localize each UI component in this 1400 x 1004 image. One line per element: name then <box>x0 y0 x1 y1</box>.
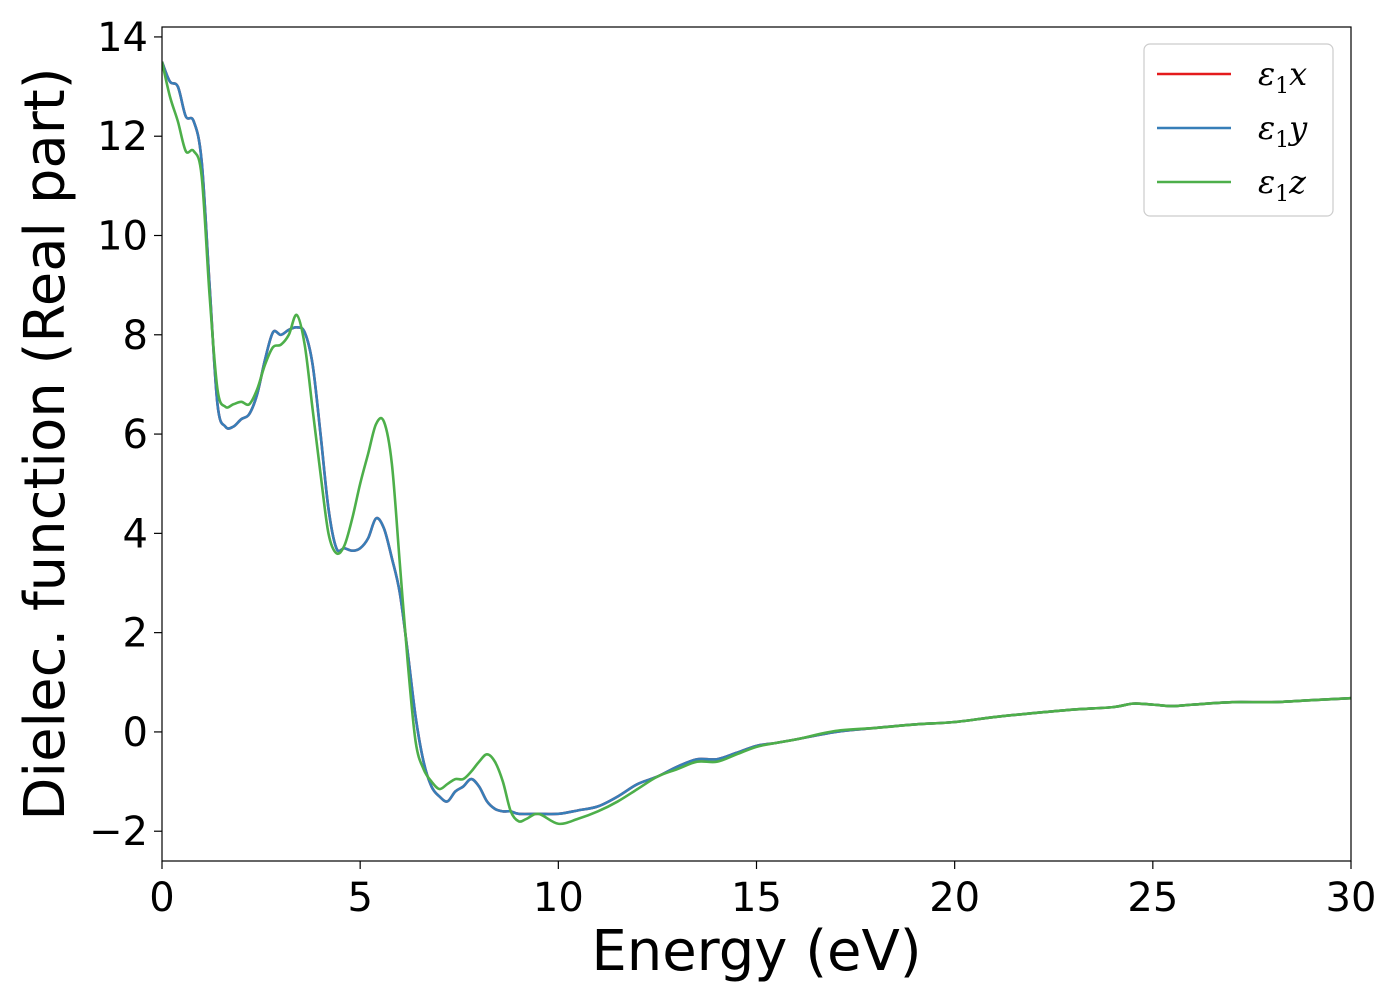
x-tick-label: 10 <box>533 875 584 921</box>
legend-frame <box>1143 43 1334 217</box>
x-axis-label: Energy (eV) <box>591 919 921 984</box>
y-tick-label: 8 <box>123 313 148 359</box>
y-tick-label: 14 <box>97 15 148 61</box>
y-tick-label: 12 <box>97 114 148 160</box>
legend-variable: z <box>1288 163 1307 201</box>
legend-epsilon: ε <box>1258 163 1275 201</box>
x-tick-label: 15 <box>731 875 782 921</box>
plot-lines <box>162 61 1351 826</box>
y-tick-label: −2 <box>89 809 148 855</box>
y-axis-label: Dielec. function (Real part) <box>13 67 78 820</box>
legend-label-z: ε1z <box>1258 163 1307 207</box>
x-axis: 0 5 10 15 20 25 30 <box>149 861 1376 921</box>
y-tick-label: 2 <box>123 611 148 657</box>
x-tick-label: 25 <box>1127 875 1178 921</box>
legend-label-y: ε1y <box>1258 109 1308 153</box>
series-line-z <box>162 61 1351 826</box>
legend-variable: x <box>1289 55 1307 93</box>
y-tick-label: 10 <box>97 214 148 260</box>
x-tick-label: 5 <box>347 875 372 921</box>
y-tick-label: 4 <box>123 511 148 557</box>
x-tick-label: 20 <box>929 875 980 921</box>
legend-subscript: 1 <box>1275 128 1289 153</box>
y-axis: −2 0 2 4 6 8 10 12 14 <box>89 15 162 855</box>
legend-variable: y <box>1287 109 1308 147</box>
legend-epsilon: ε <box>1258 109 1275 147</box>
legend-subscript: 1 <box>1275 182 1289 207</box>
x-tick-label: 30 <box>1326 875 1377 921</box>
y-tick-label: 0 <box>123 710 148 756</box>
legend-epsilon: ε <box>1258 55 1275 93</box>
legend-subscript: 1 <box>1275 74 1289 99</box>
y-tick-label: 6 <box>123 412 148 458</box>
legend-label-x: ε1x <box>1258 55 1307 99</box>
x-tick-label: 0 <box>149 875 174 921</box>
